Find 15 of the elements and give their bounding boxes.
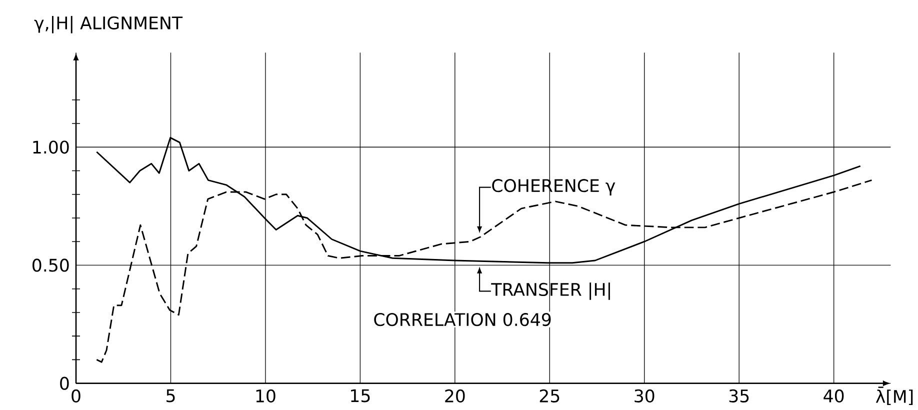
x-tick-label: 25 [540, 389, 560, 402]
y-tick-label: 1.00 [33, 140, 69, 154]
x-tick-label: 0 [72, 389, 80, 402]
x-tick-label: 10 [256, 389, 276, 402]
y-tick-label: 0.50 [32, 258, 69, 272]
y-axis-title: γ,|H| ALIGNMENT [34, 16, 183, 34]
annotation: CORRELATION 0.649 [374, 313, 551, 326]
x-tick-label: 20 [445, 389, 465, 402]
x-tick-label: 40 [824, 389, 844, 402]
x-axis-title: λ̄[M] [876, 386, 913, 406]
x-tick-label: 35 [729, 389, 749, 402]
x-tick-label: 15 [351, 389, 370, 402]
x-tick-label: 5 [166, 389, 175, 402]
x-tick-label: 30 [634, 389, 654, 402]
y-tick-label: 0 [60, 376, 69, 390]
